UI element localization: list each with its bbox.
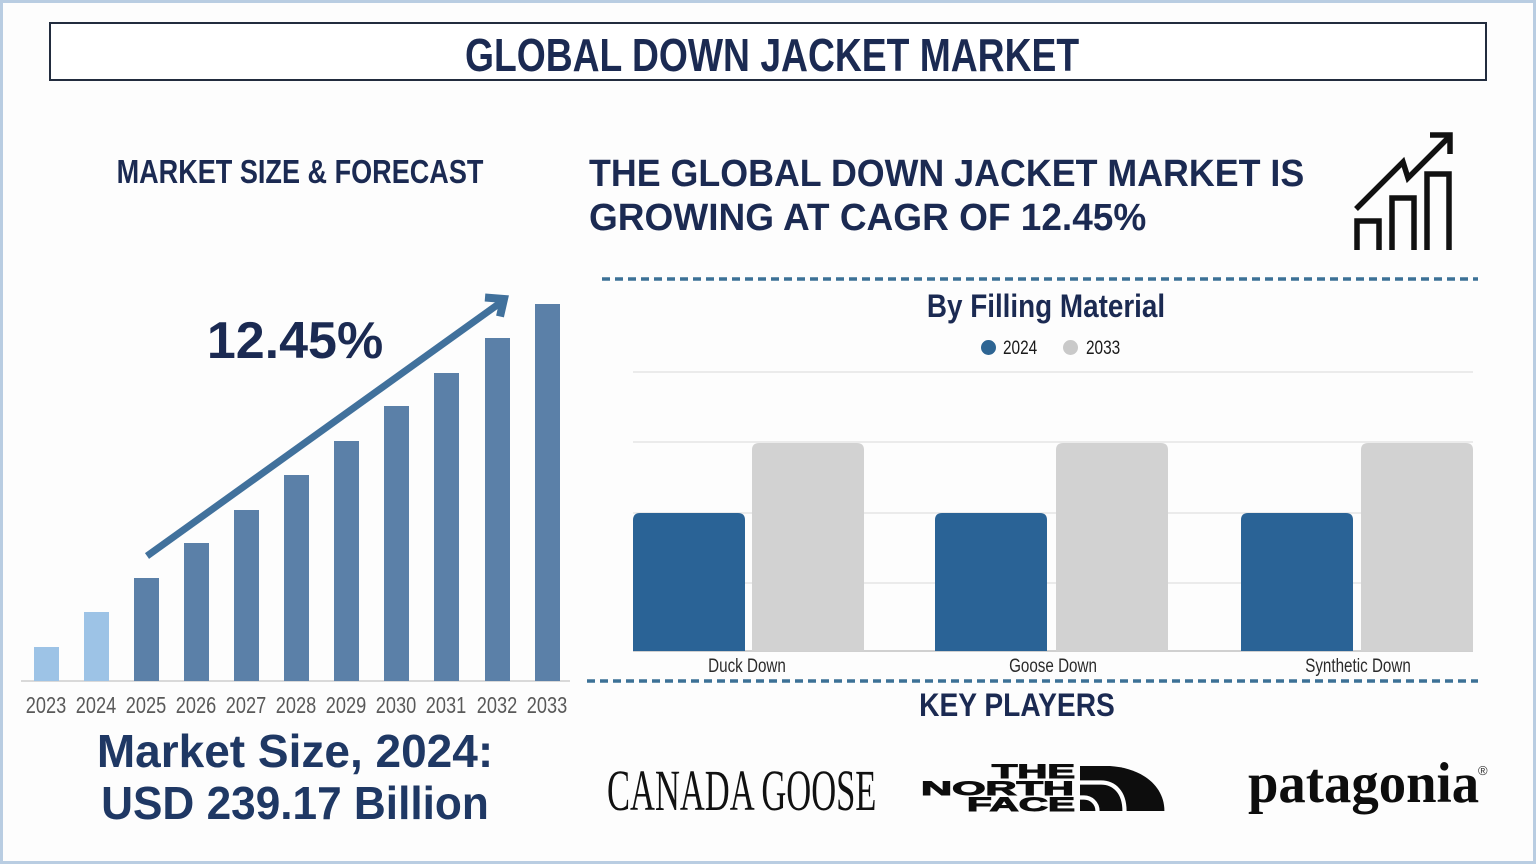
svg-text:FACE: FACE [967,795,1075,816]
svg-text:NORTH: NORTH [921,779,1074,800]
svg-text:THE: THE [992,762,1075,783]
